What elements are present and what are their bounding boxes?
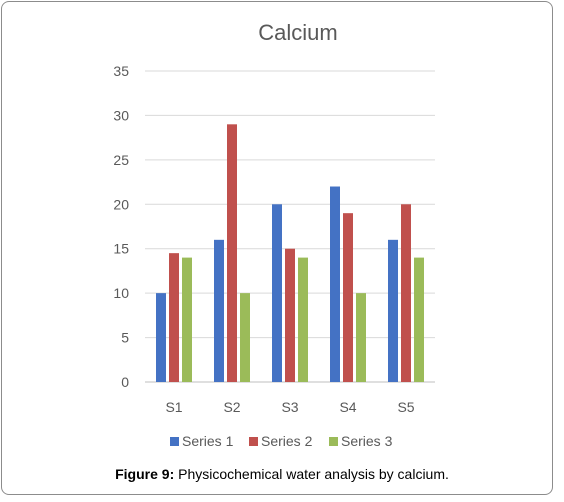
x-tick-label: S4 <box>339 399 356 415</box>
bar-S5-series-3 <box>414 257 424 382</box>
legend-swatch <box>329 437 338 446</box>
figure-caption: Figure 9: Physicochemical water analysis… <box>0 466 564 482</box>
y-tick-label: 25 <box>113 152 129 168</box>
bar-S4-series-1 <box>330 186 340 382</box>
y-tick-label: 5 <box>121 330 129 346</box>
bar-S1-series-2 <box>169 253 179 382</box>
y-tick-label: 20 <box>113 196 129 212</box>
bar-S2-series-2 <box>227 124 237 383</box>
legend: Series 1 Series 2 Series 3 <box>170 433 393 449</box>
bar-S2-series-3 <box>240 293 250 382</box>
chart-title: Calcium <box>258 20 337 45</box>
bar-S4-series-3 <box>356 293 366 382</box>
legend-label: Series 1 <box>182 433 234 449</box>
bar-S2-series-1 <box>214 239 224 382</box>
x-tick-label: S5 <box>397 399 414 415</box>
y-tick-label: 30 <box>113 107 129 123</box>
x-tick-label: S1 <box>165 399 182 415</box>
caption-label: Figure 9: <box>115 466 175 482</box>
bar-S4-series-2 <box>343 213 353 382</box>
legend-swatch <box>249 437 258 446</box>
bar-S1-series-3 <box>182 257 192 382</box>
y-tick-label: 0 <box>121 374 129 390</box>
bar-S3-series-2 <box>285 248 295 382</box>
y-axis-ticks: 0 5 10 15 20 25 30 35 <box>113 63 129 390</box>
bars <box>156 124 424 383</box>
bar-S1-series-1 <box>156 293 166 382</box>
gridlines <box>145 70 435 383</box>
legend-label: Series 3 <box>341 433 393 449</box>
legend-label: Series 2 <box>261 433 313 449</box>
x-tick-label: S3 <box>281 399 298 415</box>
bar-S5-series-1 <box>388 239 398 382</box>
caption-text: Physicochemical water analysis by calciu… <box>174 466 449 482</box>
y-tick-label: 15 <box>113 241 129 257</box>
y-tick-label: 35 <box>113 63 129 79</box>
y-tick-label: 10 <box>113 285 129 301</box>
bar-S3-series-1 <box>272 204 282 382</box>
x-axis-ticks: S1 S2 S3 S4 S5 <box>165 399 414 415</box>
x-tick-label: S2 <box>223 399 240 415</box>
legend-swatch <box>170 437 179 446</box>
bar-S3-series-3 <box>298 257 308 382</box>
bar-S5-series-2 <box>401 204 411 382</box>
